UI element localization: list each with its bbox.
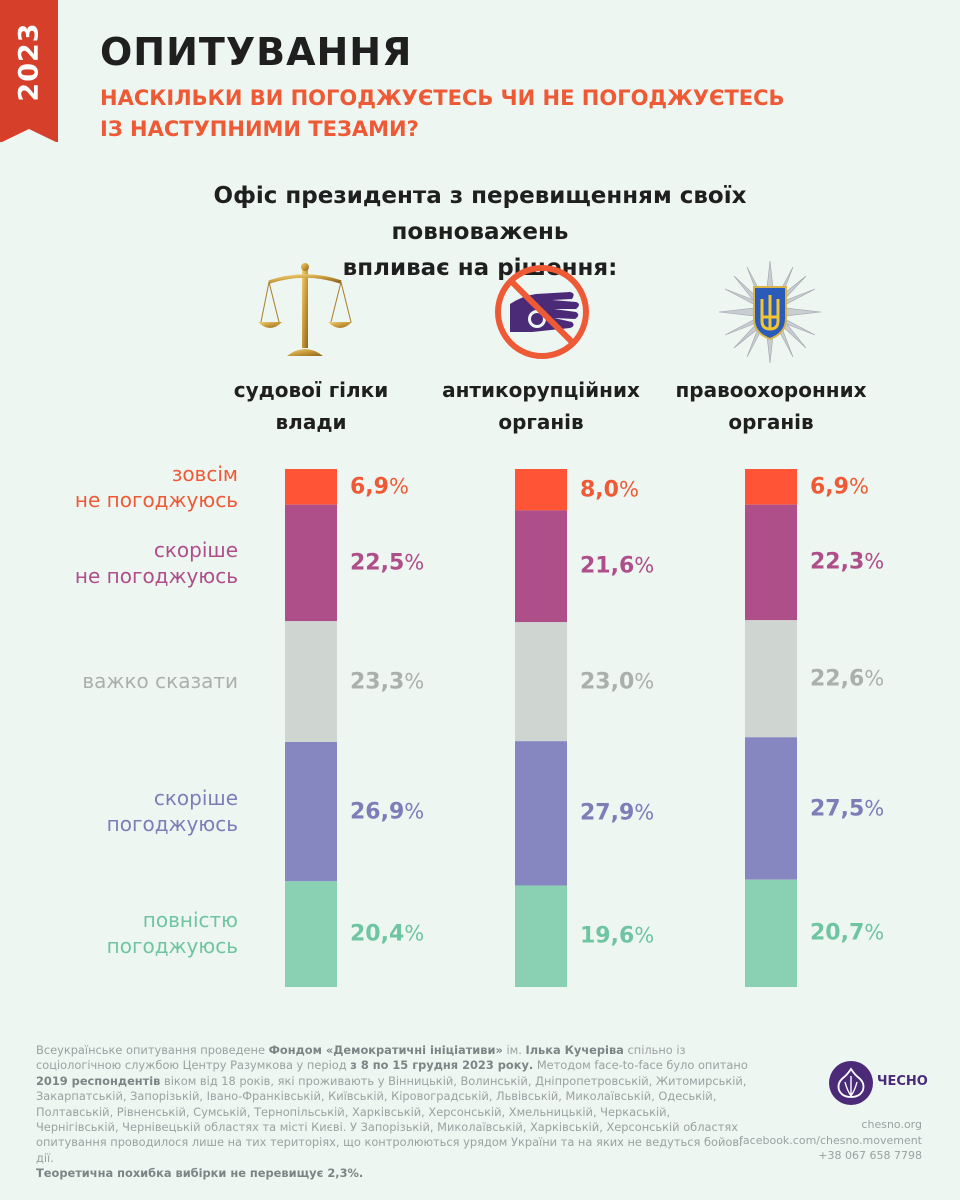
methodology-footnote: Всеукраїнське опитування проведене Фондо… — [36, 1043, 748, 1181]
question-title: Офіс президента з перевищенням своїх пов… — [130, 178, 830, 286]
data-label: 20,4% — [350, 921, 425, 947]
legend-label: скоріше не погоджуюсь — [75, 537, 238, 589]
bar-segment — [515, 885, 567, 987]
data-label: 19,6% — [580, 923, 655, 949]
logo-text: ЧЕСНО — [877, 1074, 928, 1089]
bar-segment — [515, 622, 567, 742]
bar-segment — [515, 510, 567, 623]
legend-label-line: зовсім — [171, 462, 238, 486]
bar-segment — [285, 881, 337, 987]
data-label: 20,7% — [810, 920, 885, 946]
subtitle-line: НАСКІЛЬКИ ВИ ПОГОДЖУЄТЕСЬ ЧИ НЕ ПОГОДЖУЄ… — [100, 86, 785, 110]
category-label-line: правоохоронних — [675, 378, 867, 402]
category-label-line: антикорупційних — [442, 378, 640, 402]
data-label: 22,5% — [350, 550, 425, 576]
chesno-logo-icon — [829, 1061, 873, 1105]
bar-segment — [745, 504, 797, 621]
page-title: ОПИТУВАННЯ — [100, 30, 413, 74]
legend-label-line: погоджуюсь — [106, 934, 238, 958]
data-label: 6,9% — [350, 474, 409, 500]
legend-label: зовсім не погоджуюсь — [75, 461, 238, 513]
bar-segment — [515, 741, 567, 886]
bar-segment — [285, 504, 337, 622]
legend-label: скоріше погоджуюсь — [107, 785, 238, 837]
bar-segment — [515, 469, 567, 511]
data-label: 22,6% — [810, 666, 885, 692]
category-label-line: органів — [728, 410, 814, 434]
subtitle-line: ІЗ НАСТУПНИМИ ТЕЗАМИ? — [100, 117, 419, 141]
facebook-link[interactable]: facebook.com/chesno.movement — [739, 1133, 922, 1147]
legend-label-line: не погоджуюсь — [74, 488, 238, 512]
bar-segment — [285, 742, 337, 882]
legend-label-line: повністю — [142, 908, 238, 932]
data-label: 6,9% — [810, 474, 869, 500]
category-label-line: органів — [498, 410, 584, 434]
bar-segment — [745, 879, 797, 987]
bar-segment — [745, 469, 797, 505]
scales-icon — [258, 263, 352, 356]
data-label: 27,5% — [810, 796, 885, 822]
data-label: 26,9% — [350, 799, 425, 825]
year-ribbon: 2023 — [0, 0, 58, 143]
data-label: 23,0% — [580, 669, 655, 695]
phone-number: +38 067 658 7798 — [818, 1149, 922, 1162]
page-subtitle: НАСКІЛЬКИ ВИ ПОГОДЖУЄТЕСЬ ЧИ НЕ ПОГОДЖУЄ… — [100, 83, 800, 145]
legend-label-line: скоріше — [153, 538, 238, 562]
data-label: 23,3% — [350, 669, 425, 695]
data-label: 27,9% — [580, 800, 655, 826]
legend-label: важко сказати — [82, 668, 238, 694]
bar-segment — [745, 737, 797, 880]
data-label: 22,3% — [810, 549, 885, 575]
category-label: правоохоронних органів — [666, 374, 876, 438]
category-label: антикорупційних органів — [436, 374, 646, 438]
legend-label-line: не погоджуюсь — [74, 564, 238, 588]
police-trident-emblem-icon — [718, 260, 822, 364]
category-label-line: судової гілки — [233, 378, 389, 402]
category-label: судової гілки влади — [206, 374, 416, 438]
website-link[interactable]: chesno.org — [861, 1118, 922, 1131]
bar-segment — [285, 469, 337, 505]
contacts: chesno.org facebook.com/chesno.movement … — [739, 1117, 922, 1164]
legend-label-line: скоріше — [153, 786, 238, 810]
no-bribe-hand-icon — [495, 265, 589, 359]
data-label: 8,0% — [580, 477, 639, 503]
category-label-line: влади — [275, 410, 347, 434]
legend-label-line: важко сказати — [82, 669, 238, 693]
bar-segment — [285, 621, 337, 742]
question-line: Офіс президента з перевищенням своїх пов… — [213, 183, 747, 245]
legend-label: повністю погоджуюсь — [107, 907, 238, 959]
data-label: 21,6% — [580, 553, 655, 579]
legend-label-line: погоджуюсь — [106, 812, 238, 836]
bar-segment — [745, 620, 797, 738]
